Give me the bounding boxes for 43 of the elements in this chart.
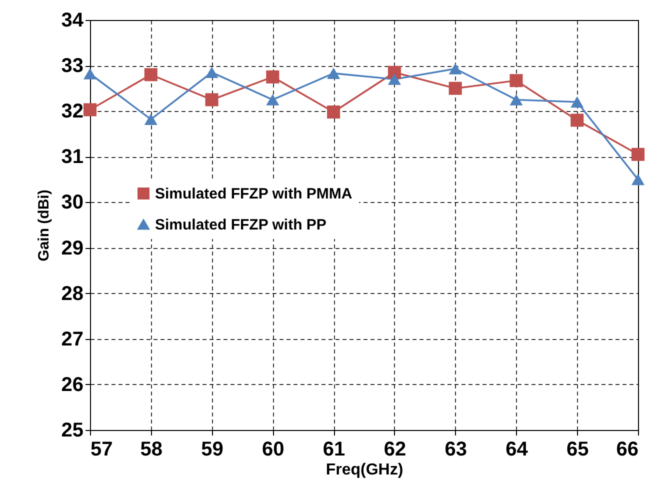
point (448, 63, 462, 74)
x-tick-label: 59 (201, 438, 224, 460)
point (448, 82, 462, 95)
point (388, 74, 401, 85)
legend-label: Simulated FFZP with PMMA (155, 186, 352, 202)
point (570, 114, 584, 127)
point (327, 106, 340, 119)
y-tick-label: 32 (61, 100, 84, 123)
y-tick-label: 34 (61, 10, 84, 32)
point (510, 94, 523, 106)
point (631, 148, 645, 161)
x-tick-label: 61 (322, 438, 346, 460)
point (205, 93, 218, 106)
point (510, 74, 523, 88)
point (144, 68, 158, 82)
x-axis-title: Freq(GHz) (326, 462, 404, 478)
point (144, 114, 158, 125)
point (266, 70, 280, 84)
y-tick-label: 28 (61, 282, 84, 305)
x-tick-label: 65 (566, 438, 589, 460)
point (327, 68, 340, 79)
x-tick-label: 58 (140, 438, 163, 460)
y-tick-label: 29 (61, 237, 84, 260)
x-tick-label: 66 (616, 438, 638, 460)
y-axis-title: Gain (dBi) (35, 190, 52, 262)
point (631, 174, 645, 186)
x-tick-label: 63 (444, 438, 467, 460)
y-tick-label: 31 (61, 146, 84, 168)
y-tick-label: 33 (61, 55, 84, 78)
legend-label: Simulated FFZP with PP (155, 216, 326, 234)
y-tick-label: 25 (61, 420, 84, 442)
x-tick-label: 64 (506, 438, 529, 460)
x-tick-label: 57 (90, 438, 113, 460)
point (205, 66, 218, 78)
point (570, 96, 584, 108)
point (266, 94, 280, 106)
point (83, 68, 97, 80)
x-tick-label: 62 (384, 438, 406, 460)
y-tick-label: 26 (61, 374, 84, 396)
x-tick-label: 60 (262, 438, 284, 460)
y-tick-label: 27 (61, 328, 84, 350)
y-tick-label: 30 (61, 192, 84, 214)
point (83, 103, 97, 116)
